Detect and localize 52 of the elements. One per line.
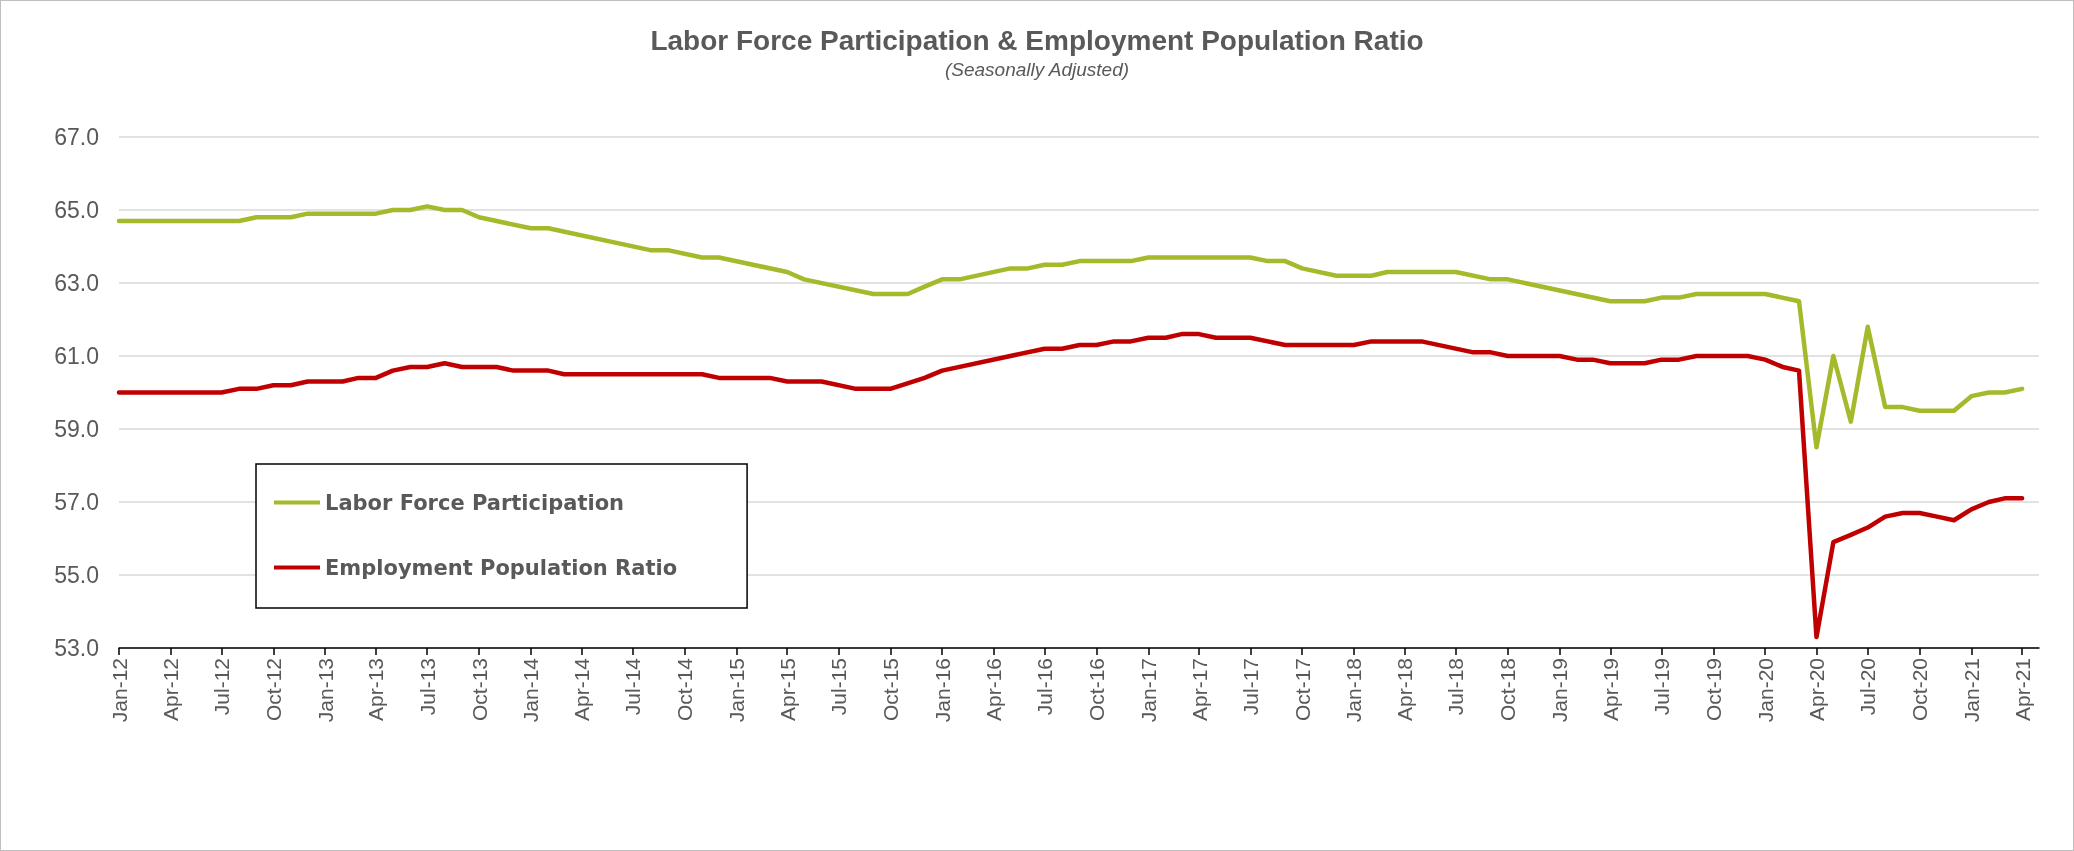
x-tick-label: Jan-19 <box>1548 658 1572 723</box>
x-tick-label: Oct-18 <box>1496 658 1520 722</box>
line-series <box>116 204 2025 450</box>
x-tick-label: Jul-15 <box>826 658 850 716</box>
y-tick-label: 59.0 <box>54 416 99 442</box>
x-tick-label: Apr-18 <box>1393 658 1417 722</box>
y-tick-label: 67.0 <box>54 124 99 150</box>
x-tick-label: Oct-13 <box>467 658 491 722</box>
y-tick-label: 65.0 <box>54 197 99 223</box>
x-tick-label: Jan-18 <box>1342 658 1366 723</box>
x-tick-label: Jul-14 <box>621 657 645 716</box>
x-tick-label: Jan-15 <box>724 658 748 723</box>
legend-label: Employment Population Ratio <box>325 555 678 580</box>
x-tick-label: Oct-14 <box>673 657 697 722</box>
x-tick-label: Jan-21 <box>1959 658 1983 723</box>
x-tick-label: Oct-15 <box>878 658 902 722</box>
x-tick-label: Apr-19 <box>1598 658 1622 722</box>
x-tick-label: Jul-12 <box>210 658 234 716</box>
legend-label: Labor Force Participation <box>325 490 625 515</box>
x-tick-label: Apr-15 <box>775 658 799 722</box>
x-tick-label: Jan-13 <box>313 658 337 723</box>
x-tick-label: Jul-19 <box>1650 658 1674 716</box>
chart-subtitle: (Seasonally Adjusted) <box>944 59 1130 80</box>
chart-title: Labor Force Participation & Employment Population Ratio <box>650 24 1424 56</box>
x-tick-label: Jul-13 <box>415 658 439 716</box>
x-tick-label: Oct-20 <box>1908 658 1932 722</box>
y-tick-label: 55.0 <box>54 562 99 588</box>
y-tick-label: 57.0 <box>54 489 99 515</box>
x-tick-label: Apr-20 <box>1804 658 1828 722</box>
x-tick-label: Oct-19 <box>1701 658 1725 722</box>
x-tick-label: Oct-17 <box>1290 658 1314 722</box>
y-tick-label: 53.0 <box>54 635 99 661</box>
x-tick-label: Apr-21 <box>2010 658 2034 722</box>
x-tick-label: Jan-16 <box>930 658 954 723</box>
x-tick-label: Jan-14 <box>519 657 543 723</box>
x-tick-label: Jul-20 <box>1856 658 1880 716</box>
x-tick-label: Jul-16 <box>1033 658 1057 716</box>
x-tick-label: Apr-12 <box>158 658 182 722</box>
x-tick-label: Apr-13 <box>364 658 388 722</box>
x-tick-label: Jul-17 <box>1238 658 1262 716</box>
x-tick-label: Oct-12 <box>261 658 285 722</box>
line-series <box>116 331 2025 640</box>
x-tick-label: Jan-12 <box>107 658 131 723</box>
y-tick-label: 63.0 <box>54 270 99 296</box>
x-tick-label: Jan-17 <box>1136 658 1160 723</box>
x-tick-label: Jul-18 <box>1444 658 1468 716</box>
x-tick-label: Apr-16 <box>981 658 1005 722</box>
x-tick-label: Oct-16 <box>1084 658 1108 722</box>
x-tick-label: Apr-17 <box>1187 658 1211 722</box>
x-tick-label: Jan-20 <box>1753 658 1777 723</box>
y-tick-label: 61.0 <box>54 343 99 369</box>
x-tick-label: Apr-14 <box>570 657 594 722</box>
